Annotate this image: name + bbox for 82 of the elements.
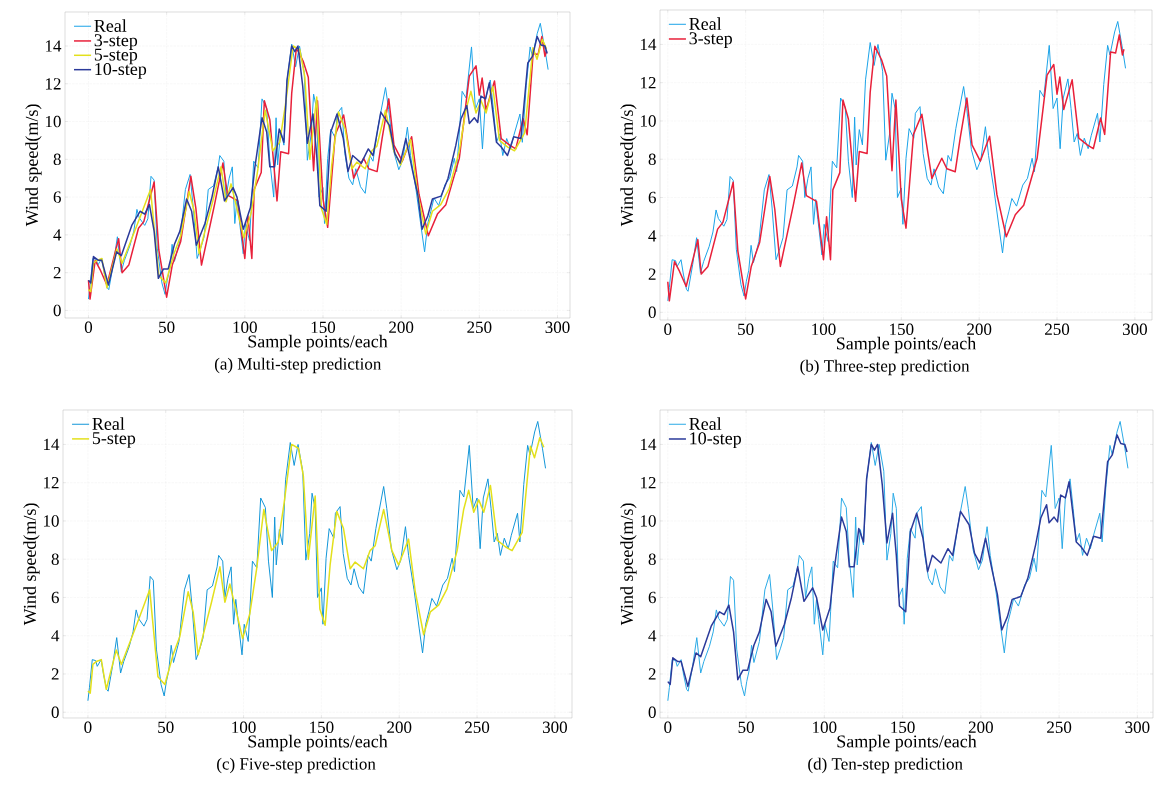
x-tick-label: 200	[387, 721, 412, 733]
y-tick-label: 12	[43, 477, 59, 489]
y-axis-title: Wind speed(m/s)	[620, 503, 637, 626]
legend-label: Real	[689, 17, 722, 30]
x-tick-label: 250	[465, 721, 490, 733]
text: (d) Ten-step prediction	[808, 757, 963, 774]
x-tick-label: 200	[968, 721, 993, 733]
x-tick-label: 0	[84, 321, 93, 333]
y-tick-label: 2	[648, 668, 656, 680]
x-tick-label: 250	[1045, 323, 1070, 335]
x-tick-label: 50	[159, 321, 175, 333]
x-tick-label: 300	[1125, 721, 1150, 733]
x-axis-title: Sample points/each	[248, 334, 388, 352]
x-tick-label: 0	[84, 721, 92, 733]
y-tick-label: 8	[51, 553, 59, 565]
legend-label: 5-step	[94, 48, 138, 65]
y-tick-label: 12	[45, 78, 61, 90]
y-axis-title: Wind speed(m/s)	[23, 503, 40, 626]
x-tick-label: 200	[389, 321, 414, 333]
y-tick-label: 10	[640, 515, 656, 527]
legend-label: 3-step	[94, 34, 138, 50]
x-tick-label: 150	[310, 721, 334, 733]
y-tick-label: 0	[648, 706, 656, 718]
legend-label: Real	[94, 19, 127, 32]
y-tick-label: 6	[648, 591, 656, 604]
x-tick-label: 50	[738, 323, 754, 335]
y-tick-label: 8	[648, 153, 656, 165]
x-tick-label: 200	[967, 323, 992, 335]
legend-label: 10-step	[690, 432, 741, 449]
y-tick-label: 6	[648, 191, 656, 204]
y-tick-label: 4	[53, 229, 62, 241]
text: (c) Five-step prediction	[217, 757, 376, 774]
y-tick-label: 10	[45, 115, 61, 128]
x-tick-label: 150	[890, 323, 914, 335]
y-tick-label: 8	[53, 153, 61, 166]
y-tick-label: 0	[51, 706, 59, 718]
y-tick-label: 0	[53, 304, 61, 317]
legend-label: 3-step	[689, 32, 732, 49]
y-tick-label: 14	[43, 438, 60, 451]
x-tick-label: 100	[233, 321, 257, 333]
y-tick-label: 14	[45, 40, 62, 52]
y-tick-label: 6	[53, 191, 61, 203]
y-tick-label: 4	[51, 630, 60, 642]
x-tick-label: 250	[1047, 721, 1072, 733]
y-tick-label: 6	[51, 591, 59, 604]
y-tick-label: 4	[648, 230, 657, 242]
y-tick-label: 12	[640, 477, 656, 489]
y-tick-label: 0	[648, 306, 656, 319]
y-axis-title: Wind speed(m/s)	[25, 104, 42, 227]
x-tick-label: 150	[891, 721, 915, 733]
y-axis-title: Wind speed(m/s)	[620, 104, 637, 227]
x-tick-label: 150	[311, 321, 336, 333]
y-tick-label: 10	[640, 115, 656, 127]
y-tick-label: 8	[648, 553, 656, 565]
y-tick-label: 10	[43, 515, 59, 527]
y-tick-label: 14	[640, 438, 657, 451]
x-tick-label: 250	[467, 321, 492, 333]
x-tick-label: 300	[545, 321, 570, 333]
x-tick-label: 50	[158, 721, 174, 733]
y-tick-label: 2	[53, 267, 61, 279]
y-tick-label: 2	[51, 668, 59, 680]
y-tick-label: 12	[640, 77, 656, 89]
text: (b) Three-step prediction	[800, 359, 970, 376]
x-tick-label: 300	[542, 721, 567, 733]
x-tick-label: 50	[738, 721, 754, 733]
x-tick-label: 100	[813, 721, 837, 733]
legend-label: 5-step	[92, 432, 136, 448]
x-tick-label: 300	[1122, 323, 1147, 335]
x-tick-label: 0	[664, 721, 672, 733]
x-axis-title: Sample points/each	[248, 734, 388, 752]
y-tick-label: 14	[640, 38, 657, 51]
x-tick-label: 100	[232, 721, 256, 733]
legend-label: Real	[92, 417, 125, 430]
legend-label: 10-step	[95, 62, 147, 79]
y-tick-label: 2	[648, 268, 656, 280]
x-axis-title: Sample points/each	[836, 336, 977, 354]
x-tick-label: 0	[664, 323, 672, 335]
x-tick-label: 100	[812, 323, 836, 335]
x-axis-title: Sample points/each	[837, 734, 977, 752]
y-tick-label: 4	[648, 630, 657, 642]
legend-label: Real	[689, 417, 722, 430]
text: (a) Multi-step prediction	[214, 357, 382, 374]
